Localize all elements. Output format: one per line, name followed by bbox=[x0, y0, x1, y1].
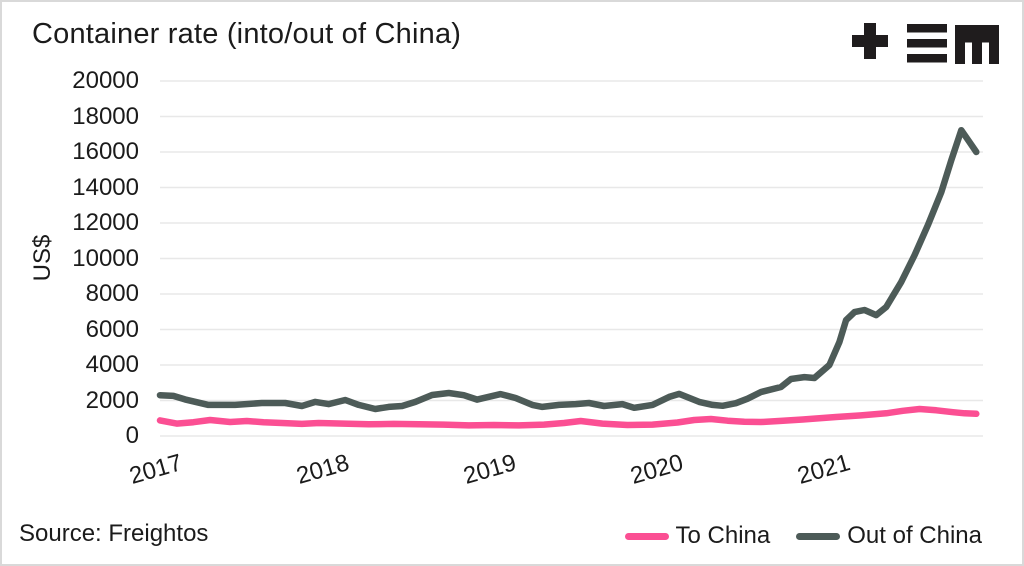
logo-m-icon bbox=[955, 25, 999, 64]
legend-item: To China bbox=[624, 522, 771, 550]
tem-logo bbox=[852, 23, 999, 64]
series-line-to-china bbox=[156, 405, 980, 429]
logo-plus-icon bbox=[852, 23, 888, 59]
y-axis-title: US$ bbox=[29, 234, 56, 282]
legend-label: To China bbox=[675, 522, 771, 549]
legend-item: Out of China bbox=[796, 522, 982, 550]
legend-swatch-icon bbox=[624, 532, 669, 540]
legend-swatch-icon bbox=[796, 532, 841, 540]
legend: To China Out of China bbox=[624, 522, 982, 550]
legend-label: Out of China bbox=[847, 522, 982, 549]
logo-bars-icon bbox=[907, 24, 947, 63]
source-note: Source: Freightos bbox=[19, 520, 209, 547]
chart-title: Container rate (into/out of China) bbox=[32, 18, 462, 50]
series-line-out-of-china bbox=[156, 126, 980, 413]
